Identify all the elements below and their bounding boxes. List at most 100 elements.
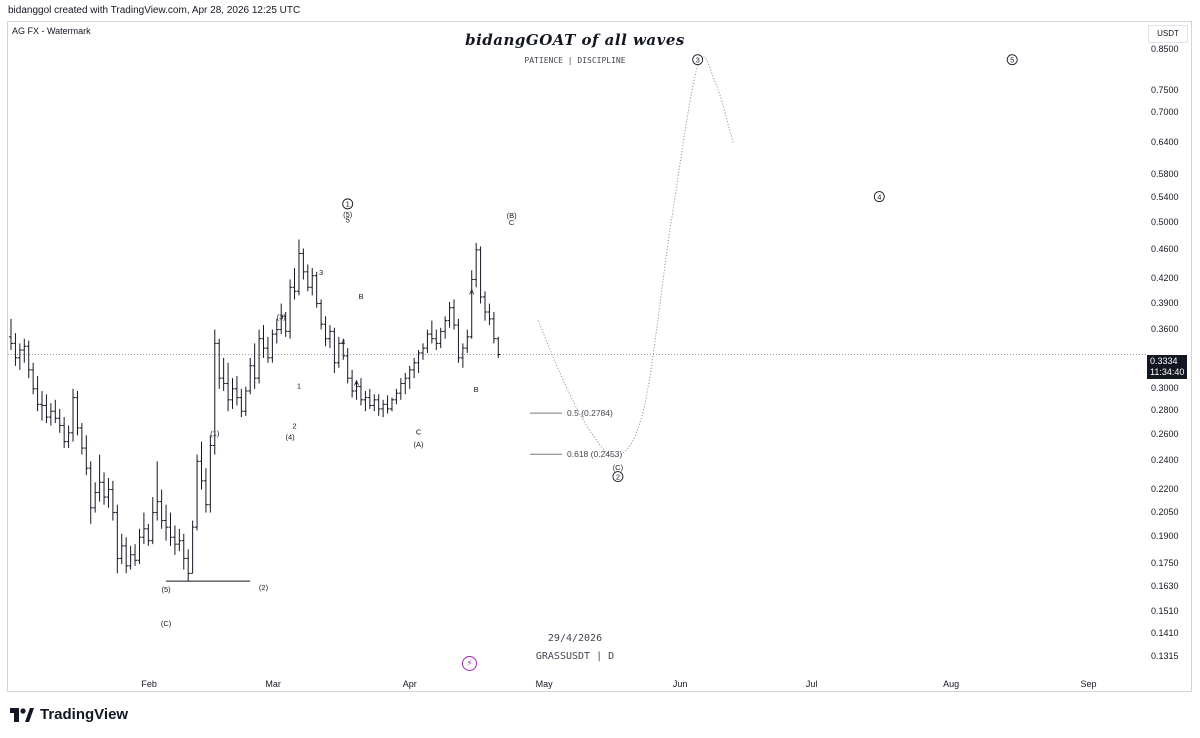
price-tick-label: 0.6400 — [1151, 136, 1179, 147]
chart-subline: PATIENCE | DISCIPLINE — [524, 56, 626, 65]
wave-circle-number: 1 — [346, 200, 350, 209]
ohlc-bar — [234, 376, 239, 406]
fib-level-label: 0.618 (0.2453) — [567, 449, 622, 459]
ohlc-bar — [438, 327, 443, 349]
ohlc-bar — [221, 357, 226, 391]
ohlc-bar — [115, 504, 120, 574]
wave-circle — [692, 54, 704, 66]
ohlc-bar — [79, 423, 84, 455]
wave-circle — [612, 471, 624, 483]
price-tick-label: 0.3000 — [1151, 382, 1179, 393]
wave-label: 1 — [297, 382, 301, 391]
wave-label: (2) — [259, 583, 269, 592]
ohlc-bar — [31, 362, 36, 395]
month-tick-label: Jul — [805, 679, 818, 689]
price-tick-label: 0.2400 — [1151, 455, 1179, 466]
ohlc-bar — [84, 435, 89, 476]
ohlc-bar — [465, 329, 470, 353]
circled-wave-label: 4 — [873, 191, 885, 203]
ohlc-bar — [261, 325, 266, 358]
ohlc-bar — [345, 348, 350, 384]
wave-label: C — [509, 218, 515, 227]
watermark-date: 29/4/2026 — [547, 633, 603, 644]
ohlc-bar — [274, 318, 279, 344]
ohlc-bar — [159, 489, 164, 529]
ohlc-bar — [26, 340, 31, 379]
wave-label: (5) — [161, 585, 171, 594]
ohlc-bar — [168, 512, 173, 546]
ohlc-bar — [66, 425, 71, 449]
wave-label: B — [358, 292, 363, 301]
ohlc-bar — [456, 318, 461, 363]
ohlc-bar — [288, 279, 293, 339]
price-tick-label: 0.7000 — [1151, 107, 1179, 118]
ohlc-bar — [110, 480, 115, 521]
ohlc-bar — [230, 378, 235, 409]
ohlc-bar — [195, 454, 200, 531]
wave-label: (4) — [286, 433, 296, 442]
ohlc-bar — [363, 390, 368, 412]
wave-label: (C) — [613, 463, 624, 472]
ohlc-bar — [478, 246, 483, 304]
ohlc-bar — [425, 329, 430, 353]
price-tick-label: 0.1315 — [1151, 650, 1179, 661]
ohlc-bar — [128, 545, 133, 570]
wave-label: B — [474, 385, 479, 394]
lightning-icon[interactable]: ⚡ — [462, 656, 477, 671]
ohlc-bar — [389, 397, 394, 412]
last-price-value: 0.3334 — [1150, 356, 1178, 366]
chart-frame[interactable] — [7, 21, 1192, 692]
wave-circle — [873, 191, 885, 203]
wave-circle — [1006, 54, 1018, 66]
ohlc-bar — [88, 461, 93, 524]
price-tick-label: 0.1750 — [1151, 557, 1179, 568]
ohlc-bar — [394, 388, 399, 405]
currency-selector[interactable]: USDT — [1148, 25, 1188, 43]
price-tick-label: 0.3900 — [1151, 297, 1179, 308]
wave-label: A — [469, 287, 474, 296]
ohlc-bar — [226, 362, 231, 412]
ohlc-bar — [44, 394, 49, 424]
ohlc-bar — [336, 336, 341, 368]
ohlc-bar — [429, 320, 434, 344]
price-tick-label: 0.2050 — [1151, 506, 1179, 517]
ohlc-bar — [124, 537, 129, 574]
ohlc-bar — [301, 248, 306, 280]
ohlc-bar — [75, 390, 80, 436]
price-tick-label: 0.7500 — [1151, 85, 1179, 96]
ohlc-bar — [97, 454, 102, 502]
price-tick-label: 0.5800 — [1151, 168, 1179, 179]
ohlc-bar — [407, 365, 412, 389]
ohlc-bar — [323, 316, 328, 347]
ohlc-bar — [296, 239, 301, 296]
tradingview-logo[interactable]: TradingView — [10, 706, 128, 723]
wave-label: 2 — [292, 421, 296, 430]
ohlc-bar — [443, 316, 448, 339]
ohlc-bar — [385, 395, 390, 414]
chart-headline: bidangGOAT of all waves — [465, 31, 685, 49]
price-tick-label: 0.1510 — [1151, 605, 1179, 616]
ohlc-bar — [186, 549, 191, 582]
price-tick-label: 0.1630 — [1151, 581, 1179, 592]
ohlc-bar — [190, 520, 195, 574]
month-tick-label: Aug — [943, 679, 960, 689]
ohlc-bar — [150, 497, 155, 545]
ohlc-bar — [358, 378, 363, 406]
ohlc-bar — [474, 242, 479, 288]
circled-wave-label: 1 — [342, 198, 354, 210]
ohlc-bar — [208, 435, 213, 513]
projection-path — [537, 56, 734, 458]
ohlc-bar — [212, 329, 217, 455]
ohlc-bar — [172, 525, 177, 555]
ohlc-bar — [155, 461, 160, 521]
wave-circle-number: 2 — [616, 472, 620, 481]
ohlc-bar — [57, 408, 62, 433]
fib-level-label: 0.5 (0.2784) — [567, 408, 613, 418]
price-tick-label: 0.2600 — [1151, 429, 1179, 440]
price-tick-label: 0.4200 — [1151, 273, 1179, 284]
wave-circle-number: 4 — [877, 192, 881, 201]
price-tick-label: 0.5000 — [1151, 216, 1179, 227]
ohlc-bar — [177, 528, 182, 552]
circled-wave-label: 2 — [612, 471, 624, 483]
